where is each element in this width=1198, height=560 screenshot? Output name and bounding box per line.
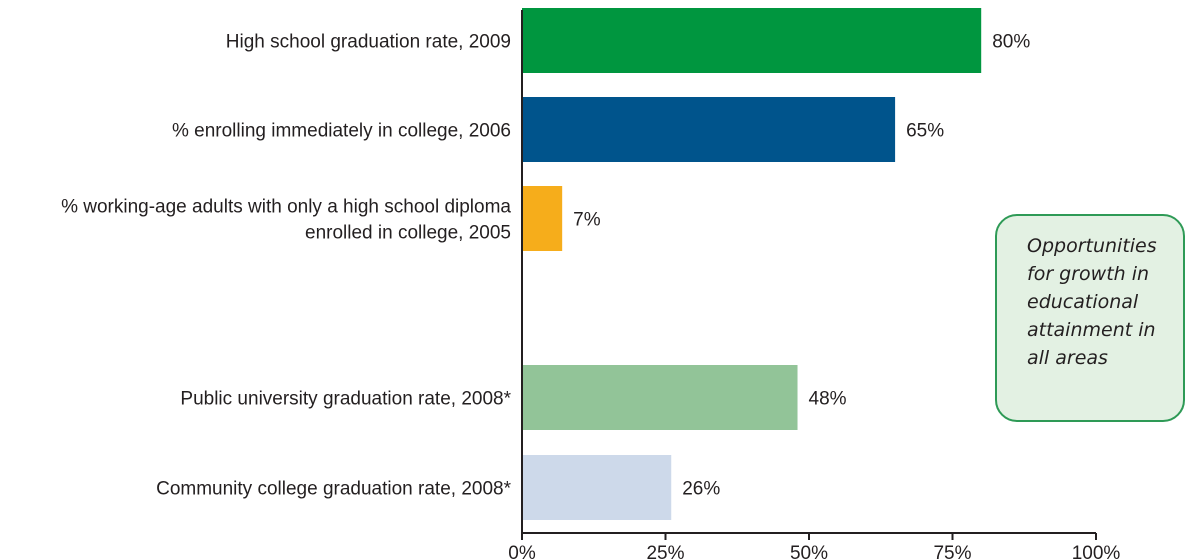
x-tick-label-1: 0% — [508, 543, 536, 560]
value-label-3: 7% — [573, 210, 601, 231]
bar-5 — [522, 455, 672, 520]
x-tick-label-2: 25% — [646, 543, 684, 560]
callout-box: Opportunities for growth in educational … — [995, 214, 1185, 422]
callout-line-1: Opportunities — [1027, 235, 1157, 257]
category-label-3-line-2: enrolled in college, 2005 — [305, 223, 511, 244]
bar-4 — [522, 365, 798, 430]
value-labels-group: 80% 65% 7% 48% 26% — [573, 32, 1030, 500]
x-tick-label-5: 100% — [1072, 543, 1121, 560]
category-label-2: % enrolling immediately in college, 2006 — [172, 121, 511, 142]
value-label-4: 48% — [809, 389, 847, 410]
x-tick-label-4: 75% — [933, 543, 971, 560]
callout-line-4: attainment in — [1027, 319, 1156, 341]
category-labels-group: High school graduation rate, 2009 % enrol… — [61, 32, 512, 500]
bars-group — [522, 8, 982, 520]
category-label-4: Public university graduation rate, 2008* — [180, 389, 511, 410]
bar-1 — [522, 8, 982, 73]
x-axis-ticks-group: 0% 25% 50% 75% 100% — [508, 533, 1120, 560]
value-label-5: 26% — [682, 479, 720, 500]
value-label-2: 65% — [906, 121, 944, 142]
callout-line-2: for growth in — [1027, 263, 1150, 285]
value-label-1: 80% — [992, 32, 1030, 53]
category-label-3-line-1: % working-age adults with only a high sc… — [61, 197, 511, 218]
bar-3 — [522, 186, 563, 251]
category-label-1: High school graduation rate, 2009 — [226, 32, 511, 53]
callout-line-5: all areas — [1027, 347, 1108, 369]
x-tick-label-3: 50% — [790, 543, 828, 560]
bar-2 — [522, 97, 896, 162]
category-label-5: Community college graduation rate, 2008* — [156, 479, 511, 500]
callout-line-3: educational — [1027, 291, 1139, 313]
